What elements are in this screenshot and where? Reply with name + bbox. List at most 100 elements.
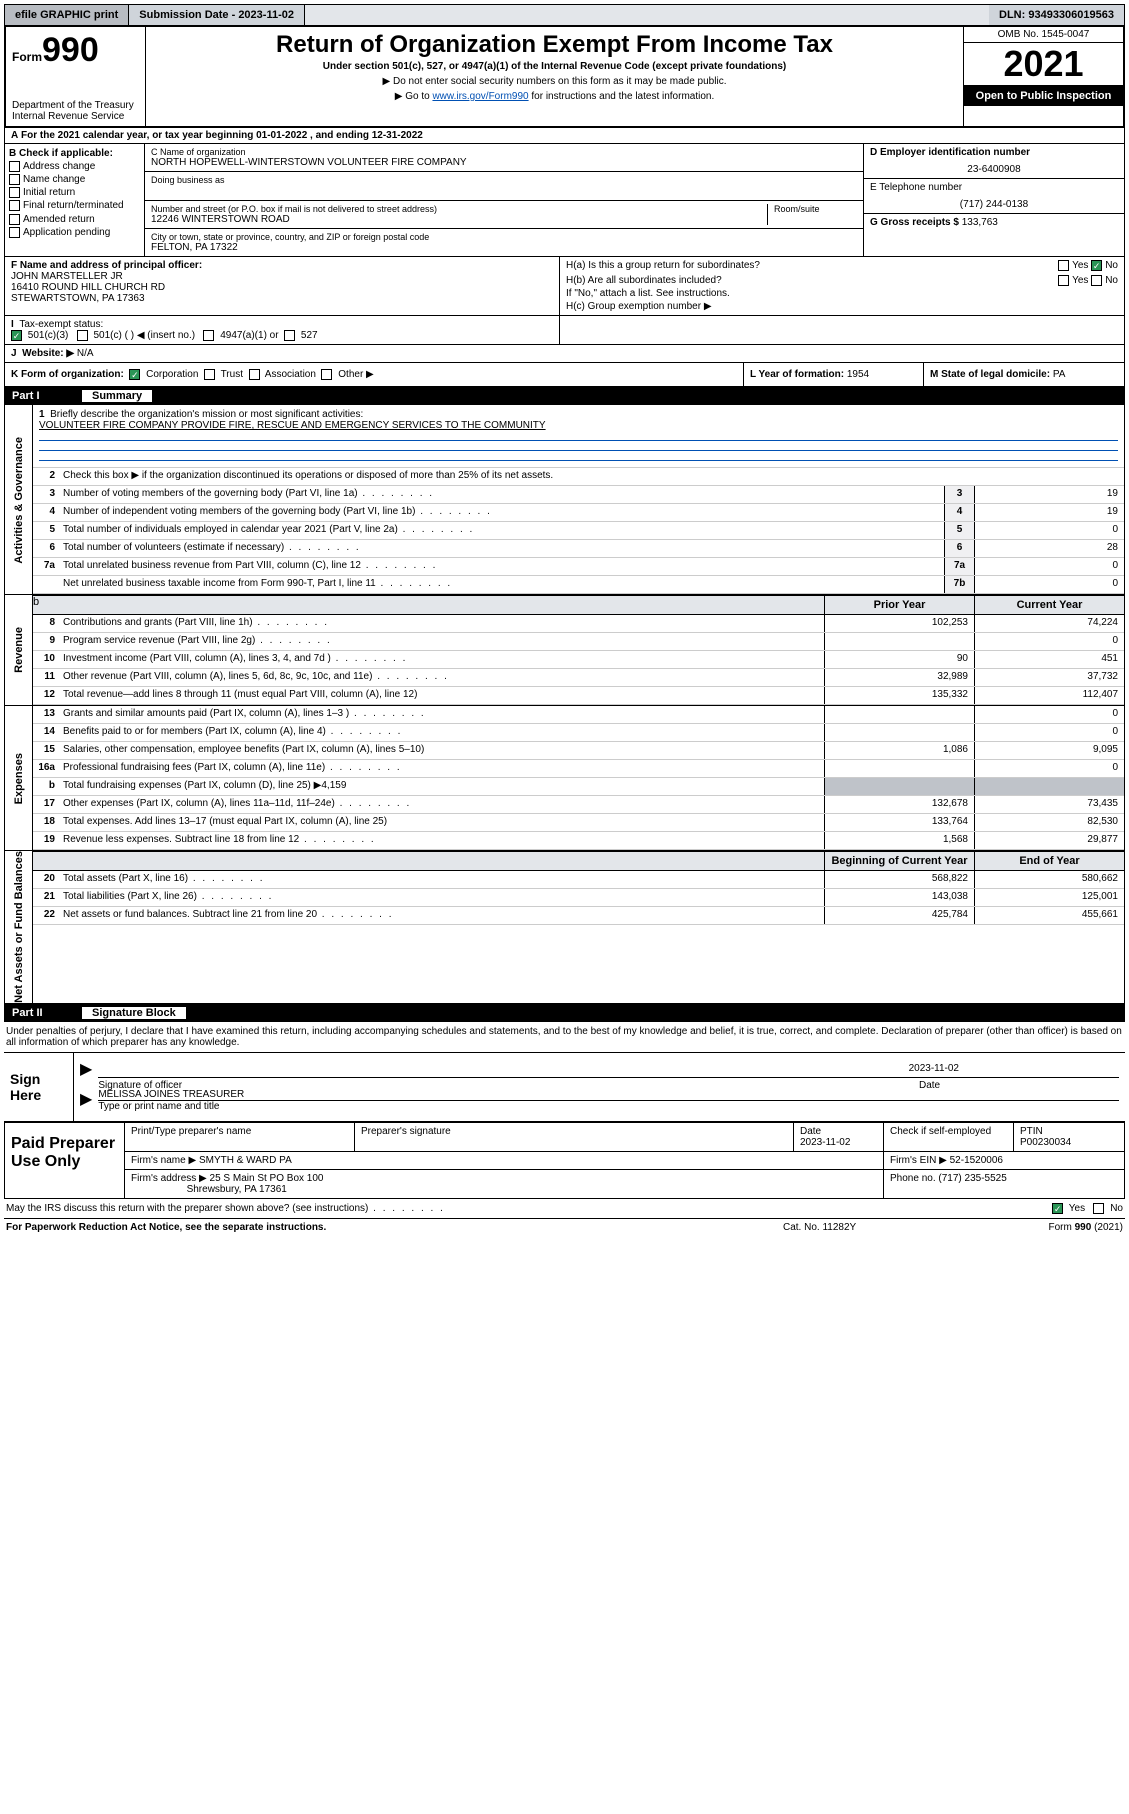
chk-501c[interactable] (77, 330, 88, 341)
sign-here-label: Sign Here (4, 1053, 74, 1121)
j-label: Website: ▶ (22, 348, 74, 359)
expenses-block: Expenses 13Grants and similar amounts pa… (4, 706, 1125, 851)
paid-preparer-label: Paid Preparer Use Only (5, 1123, 125, 1198)
officer-printed-name: MELISSA JOINES TREASURER (98, 1089, 1119, 1100)
line-16b: bTotal fundraising expenses (Part IX, co… (33, 778, 1124, 796)
chk-assoc[interactable] (249, 369, 260, 380)
chk-other[interactable] (321, 369, 332, 380)
state-domicile: PA (1053, 369, 1066, 380)
name-title-label: Type or print name and title (98, 1100, 1119, 1112)
efile-spacer (305, 5, 989, 25)
ha-label: H(a) Is this a group return for subordin… (566, 260, 760, 271)
line-11: 11Other revenue (Part VIII, column (A), … (33, 669, 1124, 687)
section-h: H(a) Is this a group return for subordin… (560, 257, 1124, 315)
i-label: Tax-exempt status: (19, 319, 103, 330)
dba-label: Doing business as (151, 175, 857, 185)
prep-header-row: Print/Type preparer's name Preparer's si… (125, 1123, 1124, 1152)
city-value: FELTON, PA 17322 (151, 242, 857, 253)
revenue-body: bPrior YearCurrent Year 8Contributions a… (33, 595, 1124, 705)
officer-city: STEWARTSTOWN, PA 17363 (11, 293, 145, 304)
ein-value: 23-6400908 (870, 164, 1118, 175)
street-row: Number and street (or P.O. box if mail i… (145, 201, 863, 229)
section-a-text: For the 2021 calendar year, or tax year … (21, 130, 423, 141)
line-13: 13Grants and similar amounts paid (Part … (33, 706, 1124, 724)
section-h-continued (560, 316, 1124, 344)
chk-initial-return[interactable]: Initial return (9, 187, 140, 198)
hc-row: H(c) Group exemption number ▶ (566, 301, 1118, 312)
chk-trust[interactable] (204, 369, 215, 380)
chk-501c3[interactable] (11, 330, 22, 341)
room-label: Room/suite (774, 204, 857, 214)
ha-no-chk[interactable] (1091, 260, 1102, 271)
sign-here-body: ▶ Signature of officer Date 2023-11-02 ▶… (74, 1053, 1125, 1121)
tax-year: 2021 (964, 43, 1123, 86)
firm-name-cell: Firm's name ▶ SMYTH & WARD PA (125, 1152, 884, 1169)
sig-date-value: 2023-11-02 (98, 1063, 1119, 1074)
line-10: 10Investment income (Part VIII, column (… (33, 651, 1124, 669)
k-label: K Form of organization: (11, 369, 124, 380)
section-j: J Website: ▶ N/A (5, 345, 1124, 362)
section-c: C Name of organization NORTH HOPEWELL-WI… (145, 144, 864, 256)
header-right: OMB No. 1545-0047 2021 Open to Public In… (963, 27, 1123, 126)
form-990: 990 (42, 31, 99, 69)
officer-street: 16410 ROUND HILL CHURCH RD (11, 282, 165, 293)
mission-q: Briefly describe the organization's miss… (50, 409, 363, 420)
gross-receipts-row: G Gross receipts $ 133,763 (864, 214, 1124, 231)
blocks-fh: F Name and address of principal officer:… (4, 257, 1125, 316)
chk-address-change[interactable]: Address change (9, 161, 140, 172)
efile-print-label[interactable]: efile GRAPHIC print (5, 5, 129, 25)
discuss-yes-chk[interactable] (1052, 1203, 1063, 1214)
org-name-row: C Name of organization NORTH HOPEWELL-WI… (145, 144, 863, 172)
firm-addr-cell: Firm's address ▶ 25 S Main St PO Box 100… (125, 1170, 884, 1198)
hb-no-chk[interactable] (1091, 275, 1102, 286)
line-8: 8Contributions and grants (Part VIII, li… (33, 615, 1124, 633)
line-21: 21Total liabilities (Part X, line 26)143… (33, 889, 1124, 907)
omb-number: OMB No. 1545-0047 (964, 27, 1123, 43)
chk-amended-return[interactable]: Amended return (9, 214, 140, 225)
firm-phone-cell: Phone no. (717) 235-5525 (884, 1170, 1124, 1198)
prep-h4: Check if self-employed (884, 1123, 1014, 1151)
section-k: K Form of organization: Corporation Trus… (5, 363, 744, 386)
g-label: G Gross receipts $ (870, 217, 959, 228)
form-ref: Form 990 (2021) (963, 1222, 1123, 1233)
part1-title: Summary (82, 390, 152, 402)
rev-col-hdr: bPrior YearCurrent Year (33, 595, 1124, 615)
part2-num: Part II (12, 1007, 82, 1019)
ha-answer: Yes No (1058, 260, 1118, 271)
part1-header: Part I Summary (4, 387, 1125, 405)
vlabel-revenue: Revenue (5, 595, 33, 705)
part2-title: Signature Block (82, 1007, 186, 1019)
penalty-statement: Under penalties of perjury, I declare th… (4, 1022, 1125, 1052)
cat-no: Cat. No. 11282Y (783, 1222, 963, 1233)
irs-link[interactable]: www.irs.gov/Form990 (432, 91, 528, 102)
chk-corp[interactable] (129, 369, 140, 380)
form-header: Form990 Department of the Treasury Inter… (4, 26, 1125, 128)
chk-527[interactable] (284, 330, 295, 341)
line-16a: 16aProfessional fundraising fees (Part I… (33, 760, 1124, 778)
year-formation: 1954 (847, 369, 869, 380)
chk-4947[interactable] (203, 330, 214, 341)
chk-name-change[interactable]: Name change (9, 174, 140, 185)
ha-yes-chk[interactable] (1058, 260, 1069, 271)
netassets-block: Net Assets or Fund Balances Beginning of… (4, 851, 1125, 1004)
ein-row: D Employer identification number 23-6400… (864, 144, 1124, 179)
chk-final-return[interactable]: Final return/terminated (9, 200, 140, 211)
sig-arrow-icon: ▶ (80, 1059, 92, 1079)
row-i: I Tax-exempt status: 501(c)(3) 501(c) ( … (4, 316, 1125, 345)
expenses-body: 13Grants and similar amounts paid (Part … (33, 706, 1124, 850)
line-22: 22Net assets or fund balances. Subtract … (33, 907, 1124, 925)
part2-header: Part II Signature Block (4, 1004, 1125, 1022)
row-j: J Website: ▶ N/A (4, 345, 1125, 363)
part1-num: Part I (12, 390, 82, 402)
mission-blank-3 (39, 453, 1118, 461)
goto-pre: ▶ Go to (395, 91, 433, 102)
discuss-no-chk[interactable] (1093, 1203, 1104, 1214)
paid-preparer-body: Print/Type preparer's name Preparer's si… (125, 1123, 1124, 1198)
chk-application-pending[interactable]: Application pending (9, 227, 140, 238)
mission-blank-2 (39, 443, 1118, 451)
officer-name: JOHN MARSTELLER JR (11, 271, 123, 282)
efile-bar: efile GRAPHIC print Submission Date - 20… (4, 4, 1125, 26)
hb-yes-chk[interactable] (1058, 275, 1069, 286)
row-klm: K Form of organization: Corporation Trus… (4, 363, 1125, 387)
section-m: M State of legal domicile: PA (924, 363, 1124, 386)
